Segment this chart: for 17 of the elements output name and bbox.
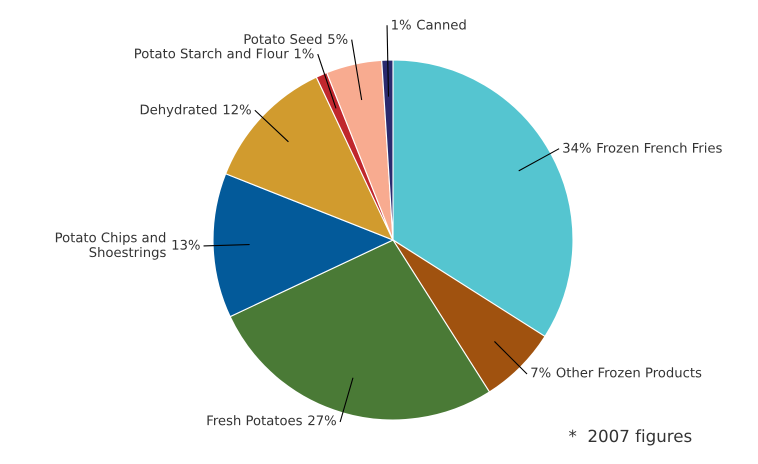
data-label: 1%	[392, 20, 411, 30]
slice-label: Potato Starch and Flour	[135, 48, 289, 58]
slice-label: Dehydrated	[140, 104, 216, 118]
data-label: 27%	[308, 415, 336, 426]
data-label: 34%	[563, 142, 591, 153]
slice-label: Frozen French Fries	[598, 142, 722, 153]
data-label: 1%	[294, 48, 314, 58]
slice-label: Potato Seed	[244, 34, 322, 44]
slice-label: Canned	[417, 19, 466, 30]
data-label: 12%	[224, 104, 251, 114]
slice-label: Fresh Potatoes	[207, 415, 302, 426]
data-label: 7%	[531, 367, 550, 378]
text: * 2007 figures	[568, 429, 692, 446]
slice-label: Other Frozen Products	[556, 367, 702, 378]
slice-label: Potato Chips and Shoestrings	[56, 232, 166, 260]
data-label: 13%	[172, 240, 200, 250]
data-label: 5%	[328, 34, 348, 44]
